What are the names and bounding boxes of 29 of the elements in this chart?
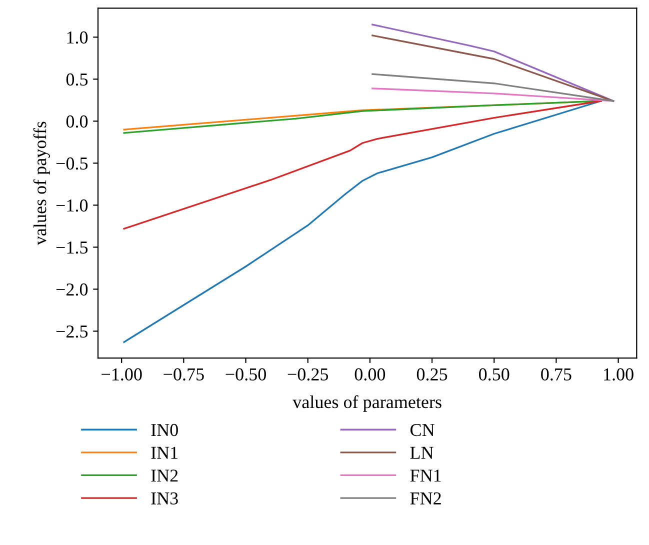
y-tick-label: −1.0 (56, 199, 88, 212)
legend-label: CN (410, 424, 434, 436)
legend-label: LN (410, 446, 434, 459)
x-tick-label: −0.25 (288, 368, 328, 381)
y-tick-label: −0.5 (56, 157, 88, 170)
x-axis-title: values of parameters (292, 395, 442, 412)
y-axis-title: values of payoffs (33, 122, 50, 246)
x-tick-label: −0.75 (164, 368, 204, 381)
y-tick-label: −2.5 (56, 325, 88, 338)
line-series (123, 100, 602, 230)
legend-label: IN0 (151, 424, 178, 436)
y-tick-label: 0.5 (66, 73, 88, 86)
line-series (123, 100, 602, 343)
legend-label: IN3 (151, 492, 178, 505)
x-tick-label: −0.50 (226, 368, 266, 381)
y-tick-label: −2.0 (56, 283, 88, 296)
y-tick-label: 0.0 (66, 115, 88, 128)
legend-label: FN1 (410, 470, 441, 482)
legend-label: FN2 (410, 492, 441, 504)
x-tick-label: 0.25 (416, 368, 448, 381)
legend-label: IN1 (151, 446, 178, 459)
x-tick-label: 1.00 (604, 368, 634, 381)
y-tick-label: −1.5 (56, 242, 88, 254)
legend-label: IN2 (151, 470, 178, 482)
y-tick-label: 1.0 (67, 31, 88, 44)
x-tick-label: −1.00 (102, 368, 142, 381)
x-tick-label: 0.00 (354, 368, 386, 381)
x-tick-label: 0.50 (479, 368, 510, 381)
x-tick-label: 0.75 (541, 368, 572, 381)
